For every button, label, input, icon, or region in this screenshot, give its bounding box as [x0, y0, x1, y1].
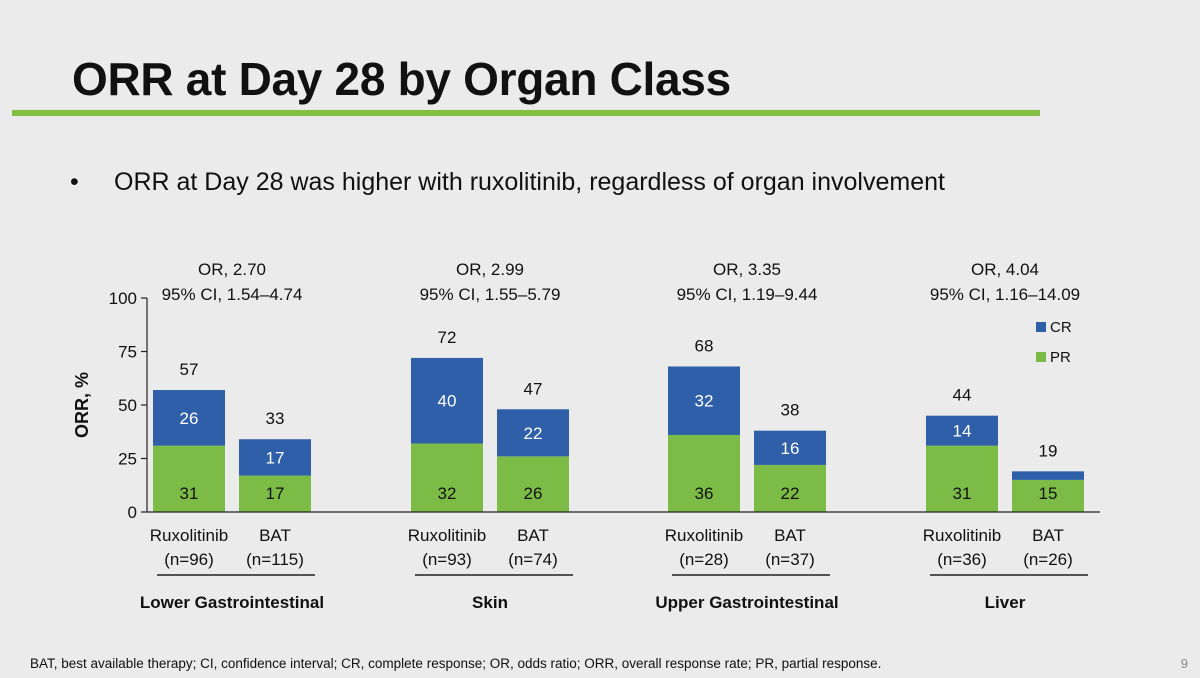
bar-segment-cr	[497, 409, 569, 457]
arm-label: BAT	[259, 526, 291, 545]
arm-label: Ruxolitinib	[665, 526, 743, 545]
slide-title: ORR at Day 28 by Organ Class	[72, 53, 731, 105]
cr-value-label: 40	[438, 392, 457, 411]
bar-segment-cr	[754, 430, 826, 465]
organ-class-label: Upper Gastrointestinal	[655, 593, 838, 612]
legend-swatch-cr	[1036, 322, 1046, 332]
total-value-label: 19	[1039, 441, 1058, 460]
total-value-label: 44	[953, 386, 972, 405]
orr-stacked-bar-chart: 0 25 50 75 100 ORR, % OR, 2.70 95% CI, 1.54–4.7…	[72, 260, 1100, 612]
bar-segment-pr	[668, 434, 740, 512]
y-tick-label: 75	[118, 343, 137, 362]
total-value-label: 38	[781, 401, 800, 420]
arm-label: BAT	[517, 526, 549, 545]
y-axis-title: ORR, %	[72, 372, 92, 438]
bar-segment-cr	[926, 415, 998, 446]
bar-segment-pr	[497, 456, 569, 512]
odds-ratio-label: OR, 2.99	[456, 260, 524, 279]
organ-class-label: Skin	[472, 593, 508, 612]
legend-label-cr: CR	[1050, 319, 1072, 336]
arm-n-label: (n=93)	[422, 550, 472, 569]
bar-segment-cr	[668, 366, 740, 435]
bar-segment-pr	[153, 445, 225, 512]
y-tick-label: 100	[109, 289, 137, 308]
pr-value-label: 17	[266, 484, 285, 503]
organ-class-label: Lower Gastrointestinal	[140, 593, 324, 612]
bullet-text: ORR at Day 28 was higher with ruxolitini…	[114, 168, 945, 196]
bar-segment-cr	[153, 390, 225, 446]
cr-value-label: 26	[180, 409, 199, 428]
arm-n-label: (n=36)	[937, 550, 987, 569]
bar-segment-pr	[411, 443, 483, 512]
arm-label: Ruxolitinib	[150, 526, 228, 545]
legend-label-pr: PR	[1050, 349, 1071, 366]
pr-value-label: 31	[953, 484, 972, 503]
arm-label: Ruxolitinib	[408, 526, 486, 545]
cr-value-label: 22	[524, 424, 543, 443]
arm-label: BAT	[1032, 526, 1064, 545]
odds-ratio-label: OR, 4.04	[971, 260, 1039, 279]
y-tick-label: 25	[118, 450, 137, 469]
organ-class-label: Liver	[985, 593, 1026, 612]
total-value-label: 33	[266, 409, 285, 428]
cr-value-label: 32	[695, 392, 714, 411]
pr-value-label: 32	[438, 484, 457, 503]
arm-n-label: (n=28)	[679, 550, 729, 569]
arm-n-label: (n=37)	[765, 550, 815, 569]
cr-value-label: 17	[266, 448, 285, 467]
pr-value-label: 31	[180, 484, 199, 503]
confidence-interval-label: 95% CI, 1.54–4.74	[162, 285, 303, 304]
bar-segment-pr	[754, 464, 826, 512]
total-value-label: 72	[438, 328, 457, 347]
pr-value-label: 15	[1039, 484, 1058, 503]
pr-value-label: 26	[524, 484, 543, 503]
total-value-label: 57	[180, 360, 199, 379]
bar-segment-cr	[411, 357, 483, 444]
pr-value-label: 22	[781, 484, 800, 503]
pr-value-label: 36	[695, 484, 714, 503]
confidence-interval-label: 95% CI, 1.16–14.09	[930, 285, 1080, 304]
cr-value-label: 14	[953, 422, 972, 441]
cr-value-label: 16	[781, 439, 800, 458]
y-tick-label: 50	[118, 396, 137, 415]
arm-n-label: (n=74)	[508, 550, 558, 569]
bar-segment-pr	[926, 445, 998, 512]
bar-segment-cr	[1012, 471, 1084, 480]
page-number: 9	[1180, 656, 1188, 671]
bar-segment-cr	[239, 439, 311, 476]
bar-segment-pr	[239, 475, 311, 512]
bar-segment-pr	[1012, 479, 1084, 512]
bullet-point: • ORR at Day 28 was higher with ruxolitin…	[70, 168, 945, 197]
y-tick-label: 0	[128, 503, 137, 522]
confidence-interval-label: 95% CI, 1.55–5.79	[420, 285, 561, 304]
confidence-interval-label: 95% CI, 1.19–9.44	[677, 285, 818, 304]
total-value-label: 47	[524, 379, 543, 398]
arm-n-label: (n=96)	[164, 550, 214, 569]
legend-swatch-pr	[1036, 352, 1046, 362]
odds-ratio-label: OR, 2.70	[198, 260, 266, 279]
bullet-marker: •	[70, 168, 79, 196]
title-underline	[12, 110, 1040, 116]
arm-n-label: (n=115)	[246, 550, 304, 569]
odds-ratio-label: OR, 3.35	[713, 260, 781, 279]
arm-label: BAT	[774, 526, 806, 545]
arm-n-label: (n=26)	[1023, 550, 1073, 569]
arm-label: Ruxolitinib	[923, 526, 1001, 545]
footnote: BAT, best available therapy; CI, confide…	[30, 656, 882, 671]
total-value-label: 68	[695, 336, 714, 355]
